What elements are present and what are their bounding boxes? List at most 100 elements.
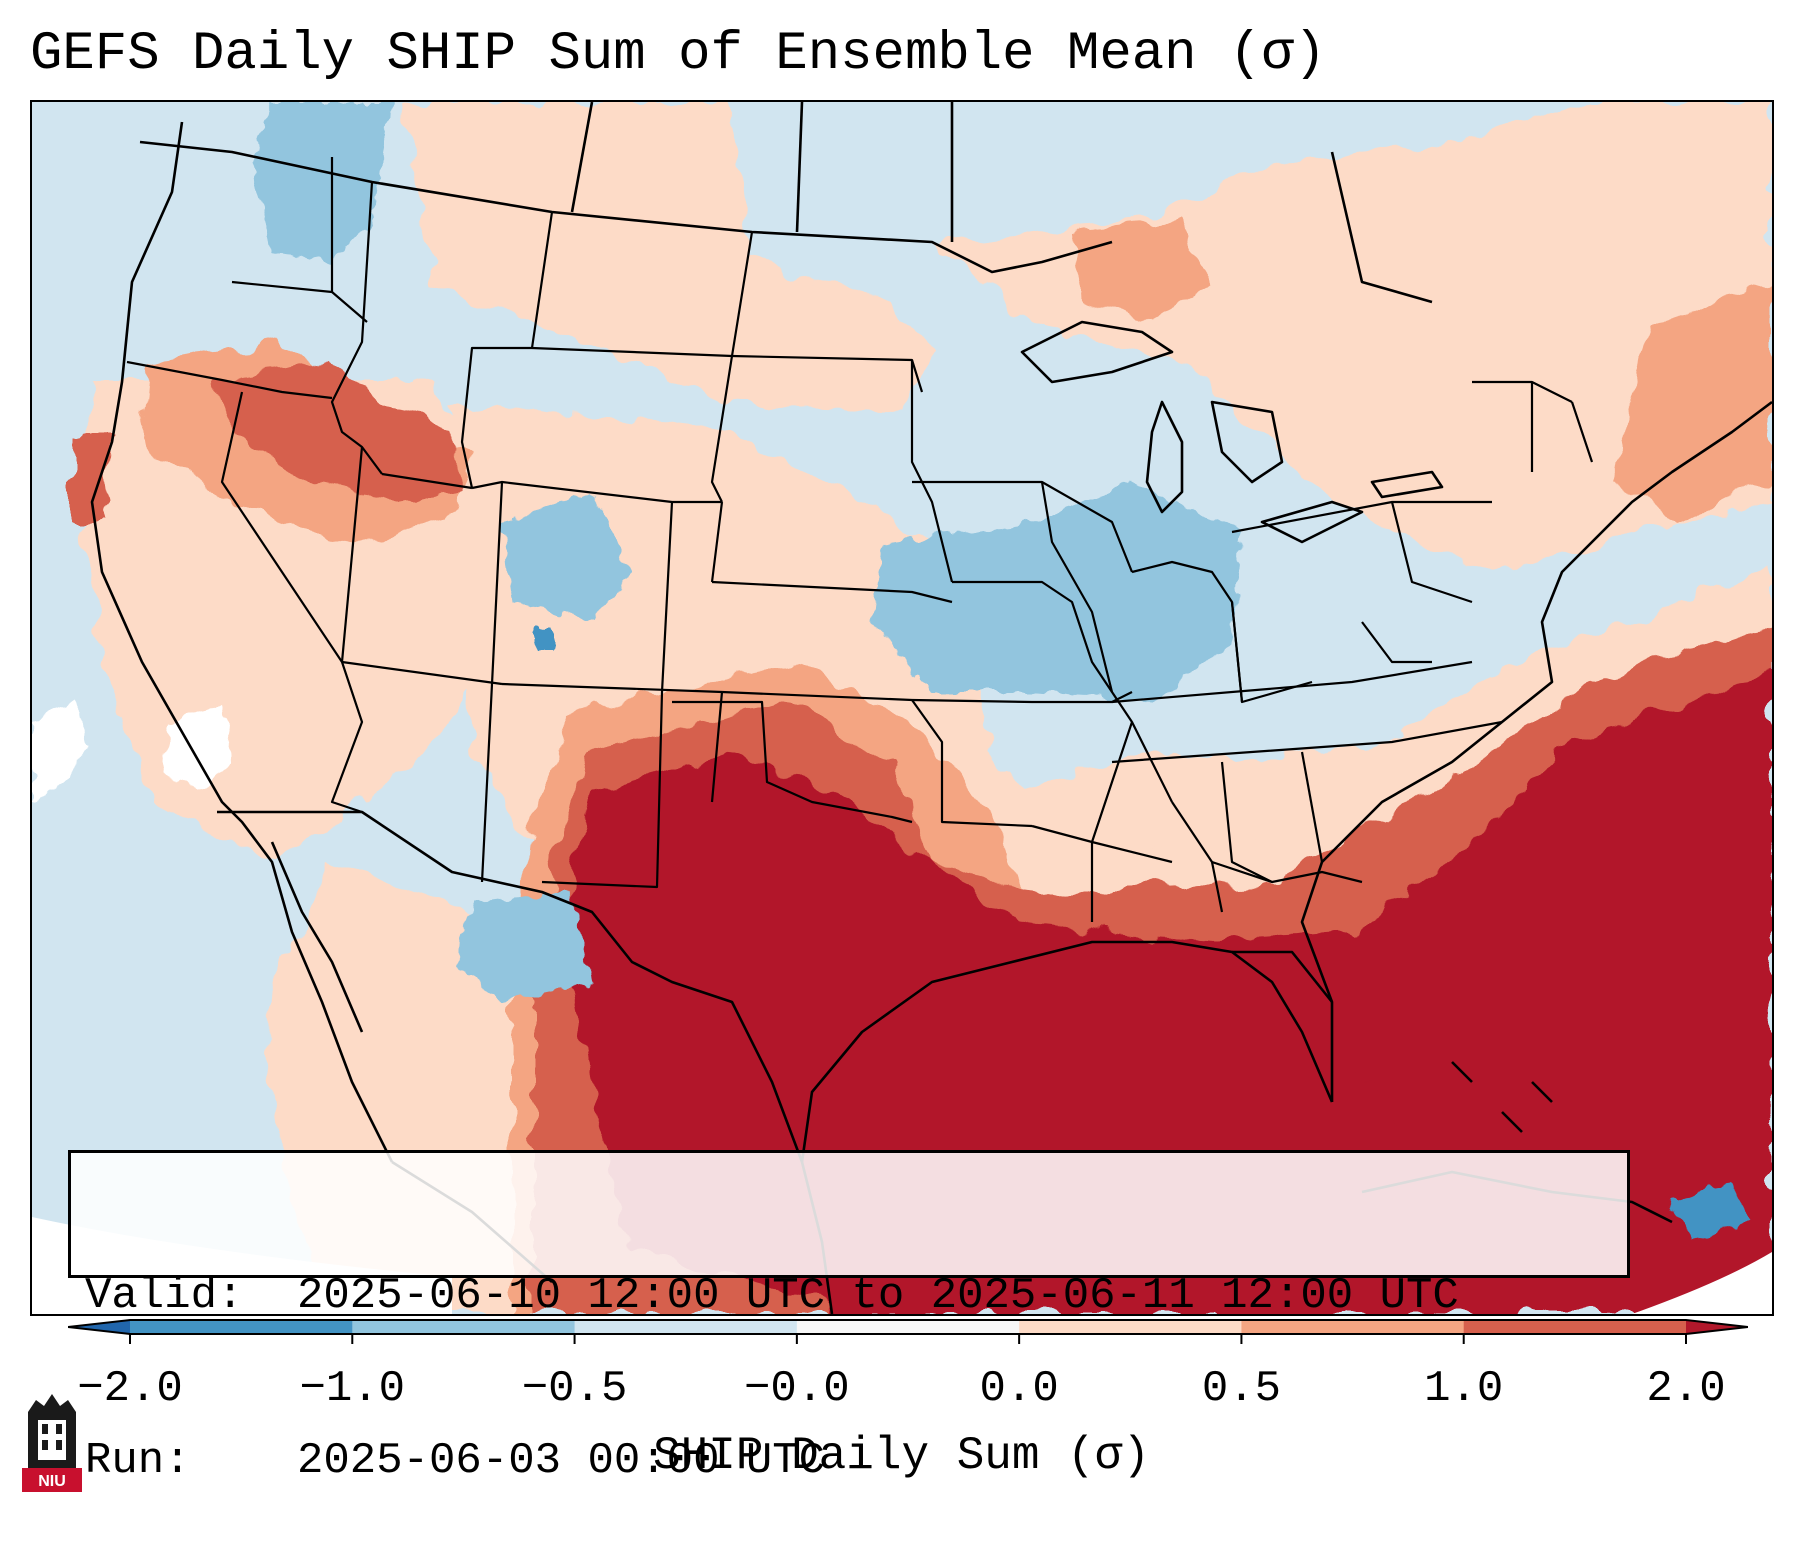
- valid-value: 2025-06-10 12:00 UTC to 2025-06-11 12:00…: [297, 1271, 1459, 1321]
- state-border: [330, 181, 383, 475]
- state-border: [1040, 481, 1134, 922]
- valid-line: Valid: 2025-06-10 12:00 UTC to 2025-06-11…: [85, 1269, 1627, 1324]
- state-border: [952, 580, 1113, 693]
- colorbar-tick-label: −1.0: [299, 1364, 406, 1414]
- anomaly-region: [502, 492, 632, 622]
- colorbar-tick-label: 0.0: [979, 1364, 1059, 1414]
- run-label: Run:: [85, 1436, 191, 1486]
- anomaly-region: [1072, 222, 1212, 322]
- bahamas: [1451, 1061, 1553, 1133]
- state-border: [721, 690, 913, 702]
- state-border: [710, 501, 724, 583]
- province-border: [570, 102, 594, 213]
- lake-ontario: [1370, 470, 1444, 499]
- anomaly-region: [212, 362, 462, 502]
- logo-windows: [42, 1424, 62, 1450]
- logo-text: NIU: [38, 1473, 66, 1490]
- lake-huron: [1210, 400, 1284, 484]
- state-border: [231, 280, 368, 323]
- missing-data: [162, 702, 232, 792]
- colorbar-tick-label: 1.0: [1424, 1364, 1504, 1414]
- valid-label: Valid:: [85, 1271, 244, 1321]
- state-border: [1111, 720, 1503, 764]
- colorbar-extend-high: [1686, 1320, 1748, 1334]
- state-border: [1390, 501, 1473, 604]
- state-border: [1230, 601, 1313, 704]
- anomaly-region: [1612, 282, 1772, 522]
- colorbar-segment: [574, 1320, 798, 1334]
- colorbar-tick-label: −2.0: [77, 1364, 183, 1414]
- anomaly-region: [452, 892, 592, 1002]
- state-border: [911, 691, 1133, 704]
- logo-banner: [22, 1468, 82, 1492]
- run-value: 2025-06-03 00:00 UTC: [297, 1436, 826, 1486]
- run-line: Run: 2025-06-03 00:00 UTC: [85, 1434, 1627, 1489]
- colorbar-segment: [1241, 1320, 1465, 1334]
- map-boundaries: [90, 102, 1772, 1314]
- colorbar-segment: [352, 1320, 576, 1334]
- colorbar-tick-label: −0.5: [521, 1364, 628, 1414]
- colorbar-segment: [1019, 1320, 1242, 1334]
- state-border: [381, 472, 473, 490]
- gulf-coastline: [800, 940, 1334, 1163]
- colorbar-extend-low: [68, 1320, 130, 1334]
- state-border: [1031, 824, 1173, 864]
- state-border: [1220, 761, 1273, 883]
- colorbar-tick-label: 0.5: [1201, 1364, 1282, 1414]
- state-border: [501, 682, 723, 694]
- map-title: GEFS Daily SHIP Sum of Ensemble Mean (σ): [30, 24, 1327, 85]
- lake-superior: [1020, 320, 1174, 384]
- colorbar-segment: [1463, 1320, 1687, 1334]
- us-mexico-border: [217, 810, 804, 1163]
- province-border: [1330, 151, 1433, 304]
- state-border: [1570, 401, 1594, 463]
- state-border: [531, 346, 733, 358]
- validity-info-box: Valid: 2025-06-10 12:00 UTC to 2025-06-11…: [68, 1150, 1630, 1486]
- colorbar: [68, 1319, 1748, 1344]
- atlantic-coastline: [1300, 400, 1772, 1102]
- state-border: [126, 360, 333, 400]
- state-border: [460, 211, 554, 489]
- state-border: [710, 691, 724, 803]
- lake-erie: [1260, 500, 1364, 544]
- state-border: [340, 446, 364, 663]
- state-border: [1111, 660, 1473, 704]
- state-boundaries: [126, 157, 1594, 922]
- state-border: [471, 480, 722, 504]
- lake-michigan: [1145, 400, 1184, 514]
- state-border: [711, 580, 953, 604]
- state-border: [480, 481, 504, 883]
- map-panel[interactable]: [30, 100, 1774, 1316]
- anomaly-region: [252, 102, 392, 262]
- state-border: [710, 231, 754, 503]
- anomaly-field: [32, 102, 1772, 1314]
- anomaly-region: [72, 432, 112, 522]
- outside-domain: [1632, 1252, 1772, 1314]
- state-border: [541, 501, 674, 889]
- state-border: [1131, 721, 1173, 803]
- province-border: [795, 102, 804, 233]
- anomaly-region: [402, 102, 932, 412]
- colorbar-tick-label: 2.0: [1646, 1364, 1726, 1414]
- colorbar-segment: [796, 1320, 1020, 1334]
- colorbar-tick-label: −0.0: [744, 1364, 850, 1414]
- colorbar-label: SHIP Daily Sum (σ): [653, 1430, 1150, 1482]
- map-canvas[interactable]: [32, 102, 1772, 1314]
- state-border: [911, 699, 1033, 828]
- state-border: [672, 700, 913, 824]
- state-border: [1361, 621, 1432, 664]
- state-border: [1300, 751, 1324, 863]
- anomaly-region: [1672, 1182, 1752, 1242]
- missing-data: [32, 702, 92, 802]
- baja-coastline: [270, 841, 364, 1033]
- state-border: [912, 480, 1134, 573]
- pacific-coastline: [90, 121, 394, 1163]
- anomaly-region: [932, 102, 1772, 572]
- florida-coastline: [1232, 950, 1334, 1003]
- state-border: [1211, 860, 1363, 884]
- colorbar-segment: [130, 1320, 353, 1334]
- anomaly-region: [535, 632, 555, 650]
- state-border: [341, 660, 503, 686]
- anomaly-region: [982, 562, 1772, 862]
- niu-logo: NIU: [22, 1394, 82, 1492]
